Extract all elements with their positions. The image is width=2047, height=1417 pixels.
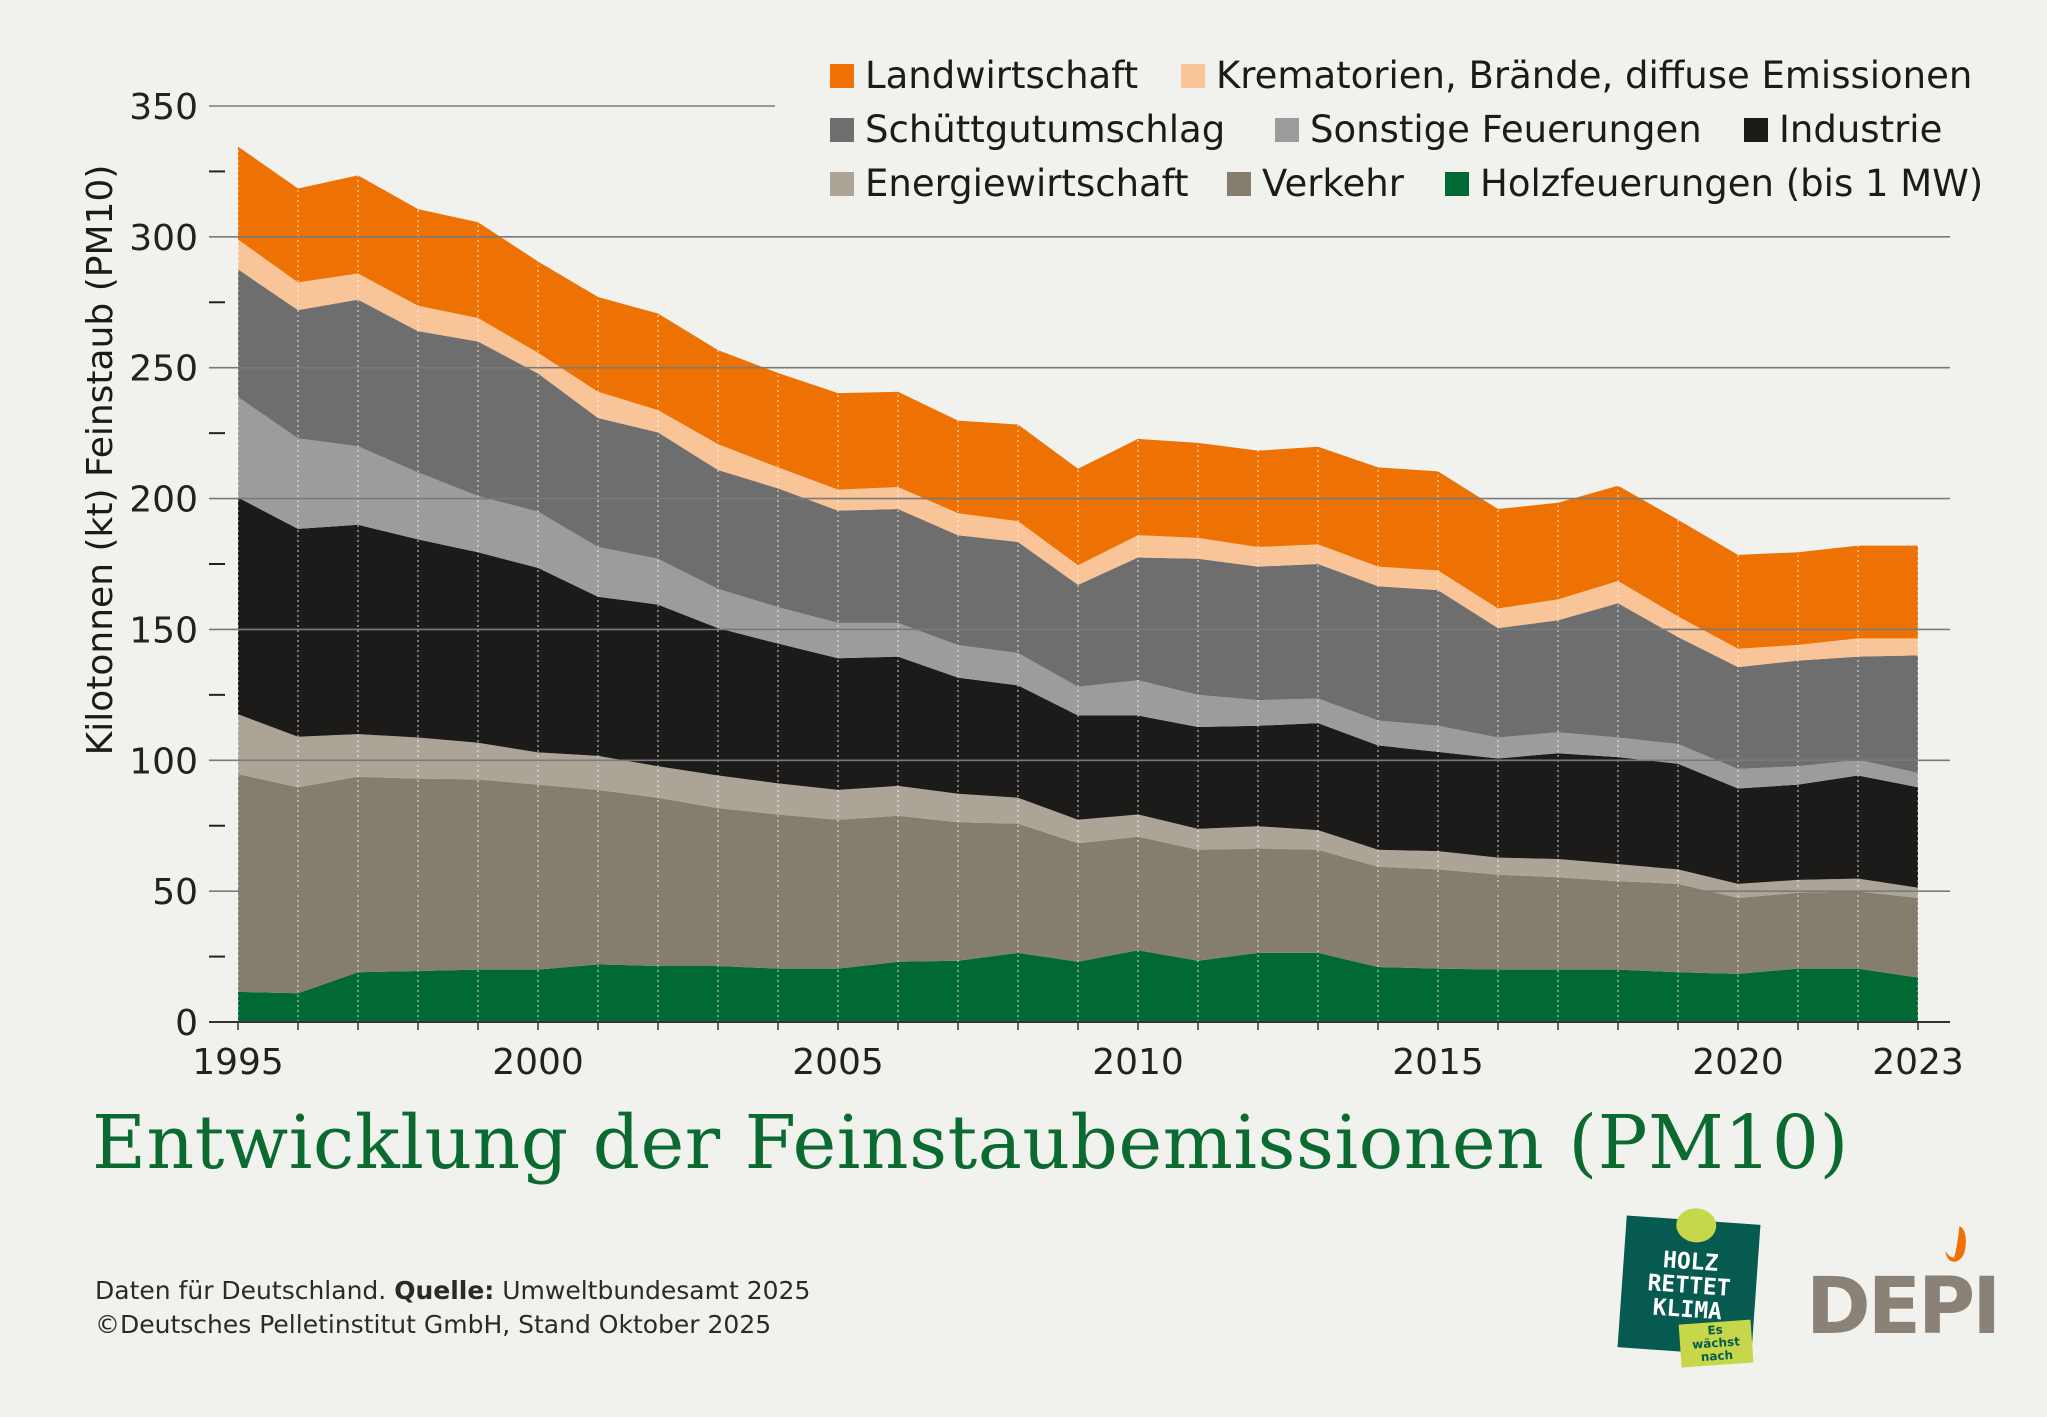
- holz-rettet-klima-logo: HOLZ RETTET KLIMA Es wächst nach: [1617, 1207, 1761, 1368]
- y-tick-label: 50: [152, 872, 198, 913]
- y-tick-label: 150: [129, 610, 198, 651]
- legend-item: Krematorien, Brände, diffuse Emissionen: [1181, 54, 1972, 97]
- legend-label: Schüttgutumschlag: [865, 108, 1225, 151]
- footer-copyright: ©Deutsches Pelletinstitut GmbH, Stand Ok…: [95, 1310, 772, 1339]
- y-tick-label: 200: [129, 480, 198, 521]
- footer-source: Daten für Deutschland. Quelle: Umweltbun…: [95, 1276, 810, 1305]
- legend-item: Holzfeuerungen (bis 1 MW): [1445, 162, 1983, 205]
- horizontal-gridlines: [209, 105, 1950, 1023]
- hrk-logo-tag: Es wächst nach: [1678, 1319, 1754, 1368]
- legend-swatch: [1227, 172, 1251, 196]
- x-tick-label: 2020: [1692, 1042, 1784, 1083]
- legend-swatch: [830, 172, 854, 196]
- x-tick-label: 2015: [1392, 1042, 1484, 1083]
- legend-item: Landwirtschaft: [830, 54, 1138, 97]
- legend: Landwirtschaft Krematorien, Brände, diffu…: [830, 54, 1983, 205]
- legend-swatch: [1744, 118, 1768, 142]
- legend-label: Krematorien, Brände, diffuse Emissionen: [1216, 54, 1972, 97]
- y-tick-label: 300: [129, 218, 198, 259]
- legend-label: Sonstige Feuerungen: [1310, 108, 1702, 151]
- legend-label: Energiewirtschaft: [865, 162, 1189, 205]
- hrk-logo-text: HOLZ RETTET KLIMA: [1646, 1247, 1732, 1326]
- footer-data-note: Daten für Deutschland.: [95, 1276, 395, 1305]
- y-axis-label: Kilotonnen (kt) Feinstaub (PM10): [80, 165, 121, 756]
- year-gridlines: [237, 146, 1919, 1022]
- y-tick-label: 0: [175, 1003, 198, 1044]
- x-tick-label: 2023: [1872, 1042, 1964, 1083]
- depi-logo: DEPI: [1806, 1262, 2001, 1352]
- y-tick-label: 100: [129, 741, 198, 782]
- chart-title: Entwicklung der Feinstaubemissionen (PM1…: [92, 1100, 1849, 1186]
- legend-item: Industrie: [1744, 108, 1942, 151]
- legend-label: Landwirtschaft: [865, 54, 1138, 97]
- legend-swatch: [1181, 64, 1205, 88]
- legend-swatch: [830, 118, 854, 142]
- legend-swatch: [830, 64, 854, 88]
- y-tick-label: 350: [129, 87, 198, 128]
- legend-item: Verkehr: [1227, 162, 1405, 205]
- x-axis-ticks: 1995 2000 2005 2010 2015 2020 2023: [192, 1022, 1964, 1083]
- x-tick-label: 2010: [1092, 1042, 1184, 1083]
- area-verkehr: [238, 774, 1918, 994]
- legend-item: Schüttgutumschlag: [830, 108, 1225, 151]
- y-axis-ticks: 0 50 100 150 200 250 300 350: [129, 87, 225, 1044]
- x-tick-label: 2000: [492, 1042, 584, 1083]
- x-tick-label: 2005: [792, 1042, 884, 1083]
- legend-item: Sonstige Feuerungen: [1275, 108, 1702, 151]
- y-tick-label: 250: [129, 349, 198, 390]
- footer-source-label: Quelle:: [394, 1276, 495, 1305]
- legend-label: Verkehr: [1262, 162, 1405, 205]
- x-tick-label: 1995: [192, 1042, 284, 1083]
- legend-swatch: [1445, 172, 1469, 196]
- area-landwirtschaft: [238, 146, 1918, 649]
- legend-label: Holzfeuerungen (bis 1 MW): [1480, 162, 1983, 205]
- legend-swatch: [1275, 118, 1299, 142]
- legend-label: Industrie: [1779, 108, 1942, 151]
- footer-source-value: Umweltbundesamt 2025: [494, 1276, 811, 1305]
- legend-item: Energiewirtschaft: [830, 162, 1189, 205]
